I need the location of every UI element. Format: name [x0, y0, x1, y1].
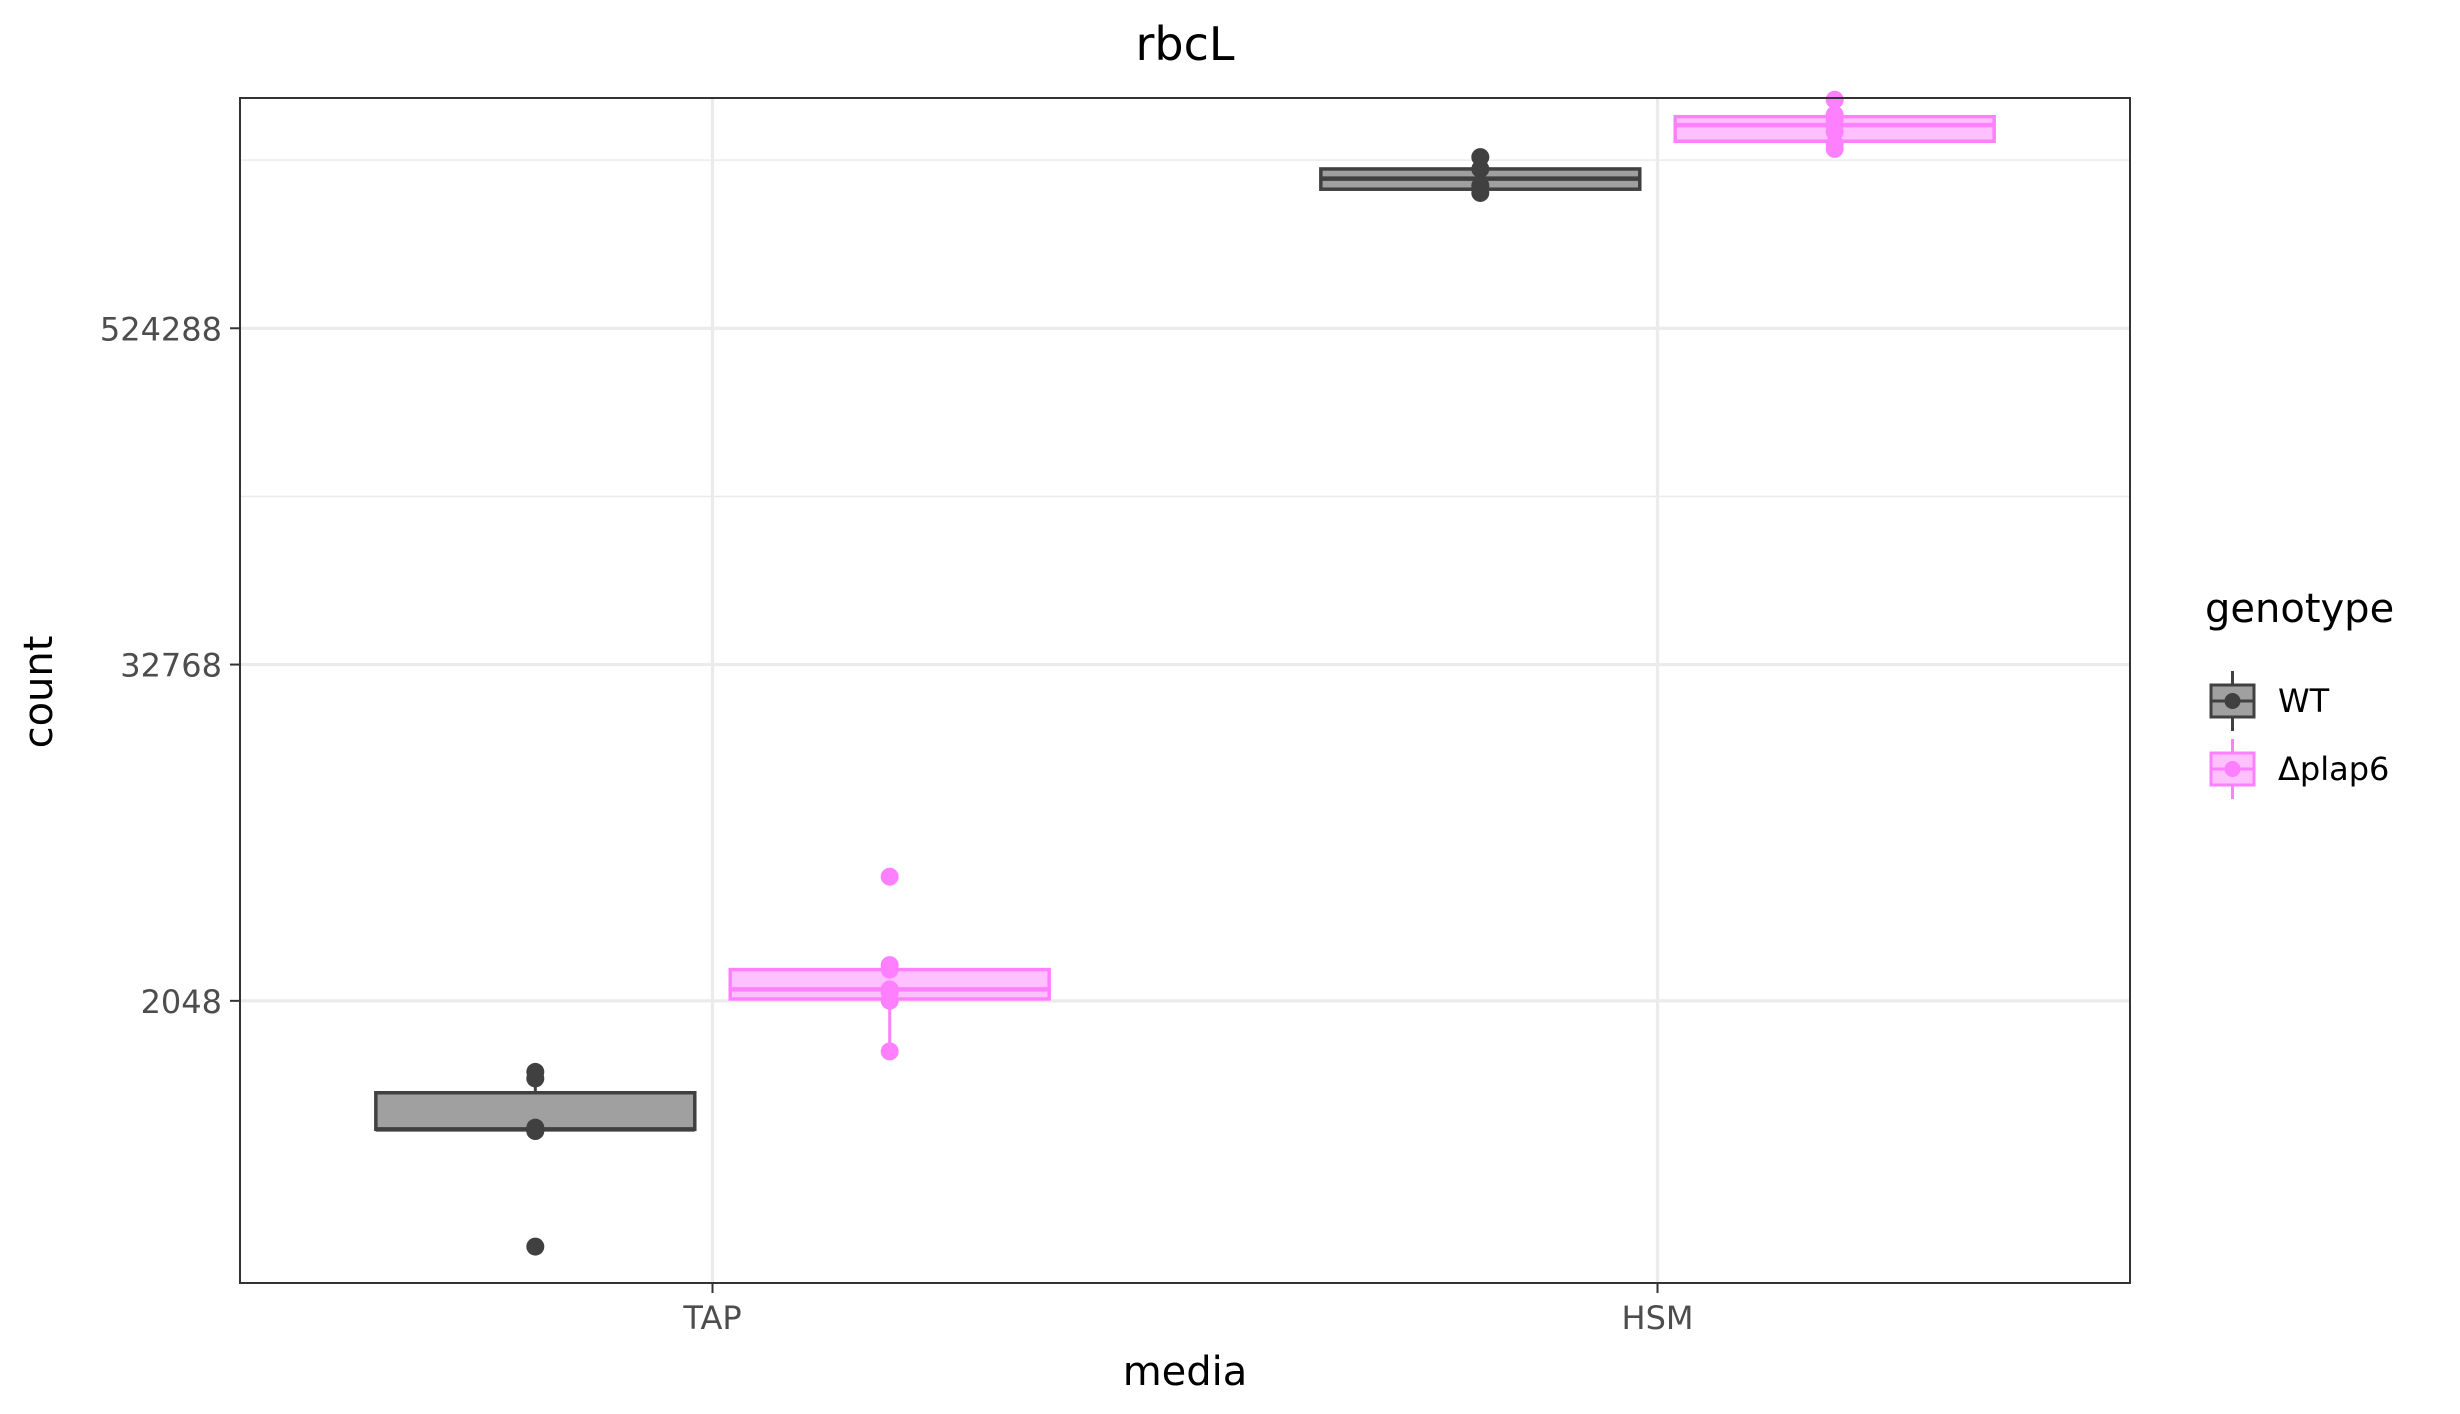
y-axis-title: count — [16, 636, 62, 749]
y-tick-label: 32768 — [120, 647, 222, 685]
legend-key-point — [2224, 761, 2241, 777]
x-axis-title: media — [1123, 1349, 1248, 1395]
chart-title: rbcL — [1135, 17, 1234, 71]
legend-label: WT — [2278, 682, 2330, 720]
data-point — [1471, 176, 1490, 195]
axes: 2048 32768 524288 TAP HSM — [100, 97, 2131, 1337]
legend: genotype WT Δplap6 — [2205, 586, 2394, 799]
legend-label: Δplap6 — [2278, 750, 2389, 788]
box-WT-HSM — [1319, 148, 1642, 202]
data-point — [1471, 148, 1490, 167]
data-point — [880, 867, 899, 886]
legend-item-WT: WT — [2209, 671, 2330, 731]
legend-key-point — [2224, 693, 2241, 709]
box-Δplap6-HSM — [1673, 90, 1996, 158]
data-point — [880, 980, 899, 999]
plot-panel — [240, 98, 2130, 1283]
box-Δplap6-TAP — [728, 867, 1051, 1061]
panel-background — [240, 98, 2130, 1283]
legend-title: genotype — [2205, 586, 2394, 632]
data-point — [1825, 105, 1844, 124]
y-tick-label: 2048 — [141, 983, 222, 1021]
data-point — [880, 956, 899, 975]
panel-border — [239, 97, 2131, 1284]
plot-marks — [374, 90, 1996, 1256]
x-tick-label: HSM — [1622, 1299, 1694, 1337]
data-point — [880, 1042, 899, 1061]
data-point — [526, 1118, 545, 1137]
x-tick-label: TAP — [682, 1299, 741, 1337]
data-point — [526, 1237, 545, 1256]
y-tick-label: 524288 — [100, 310, 222, 348]
data-point — [526, 1062, 545, 1081]
data-point — [1825, 90, 1844, 109]
legend-item-Δplap6: Δplap6 — [2209, 739, 2389, 799]
box-WT-TAP — [374, 1062, 697, 1256]
